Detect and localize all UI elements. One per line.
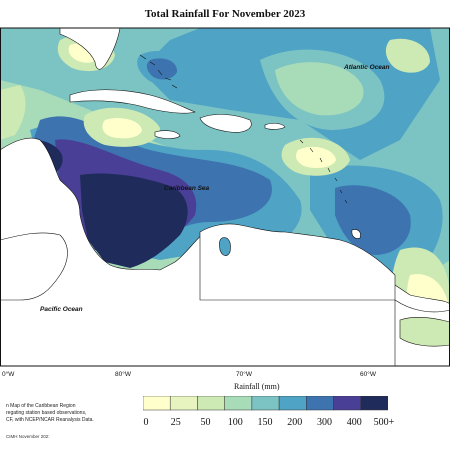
colorbar-swatch	[278, 396, 307, 411]
longitude-label-0: 0°W	[2, 371, 15, 378]
colorbar-tick-label: 25	[170, 417, 181, 428]
description-line-1: n Map of the Caribbean Region	[6, 403, 76, 409]
land-cuba	[69, 89, 196, 114]
colorbar-swatch	[143, 396, 171, 411]
colorbar-tick-label: 500+	[373, 417, 395, 428]
colorbar-tick-label: 300	[317, 417, 332, 428]
credit-text: CIMH November 202:	[6, 434, 50, 439]
rainfall-300-small	[146, 58, 178, 80]
colorbar-tick-label: 400	[346, 417, 362, 428]
colorbar-tick-label: 100	[227, 417, 243, 428]
rainfall-100-east	[275, 62, 364, 116]
land-trinidad	[351, 229, 361, 239]
colorbar-swatch	[333, 396, 362, 411]
land-south-america-west	[0, 232, 68, 301]
colorbar-tick-label: 150	[257, 417, 273, 428]
colorbar	[143, 396, 388, 411]
rainfall-low-ne	[385, 38, 430, 73]
longitude-label-80w: 80°W	[115, 371, 131, 378]
rainfall-min-center	[102, 118, 142, 139]
rainfall-low-west	[0, 85, 26, 140]
land-bahamas	[139, 54, 178, 89]
colorbar-swatch	[251, 396, 280, 411]
colorbar-swatch	[306, 396, 334, 411]
land-lake-maracaibo	[219, 237, 231, 256]
longitude-label-60w: 60°W	[360, 371, 376, 378]
rainfall-500-caribbean	[80, 173, 188, 268]
rainfall-min-east	[296, 146, 336, 168]
colorbar-tick-label: 200	[287, 417, 303, 428]
longitude-label-70w: 70°W	[236, 371, 252, 378]
map-title: Total Rainfall For November 2023	[144, 8, 306, 20]
caribbean-sea-label: Caribbean Sea	[164, 185, 210, 192]
pacific-ocean-label: Pacific Ocean	[40, 306, 83, 313]
colorbar-tick-label: 50	[200, 417, 211, 428]
colorbar-title: Rainfall (mm)	[234, 382, 280, 391]
land-puerto-rico	[264, 122, 286, 130]
land-florida	[59, 28, 121, 70]
colorbar-swatch	[197, 396, 225, 411]
atlantic-ocean-label: Atlantic Ocean	[344, 64, 390, 71]
description-line-2: regating station based observations,	[6, 410, 87, 416]
colorbar-swatch	[360, 396, 388, 411]
land-hispaniola	[199, 114, 252, 133]
land-venezuela-coast	[199, 223, 396, 301]
land-lesser-antilles	[299, 139, 348, 204]
colorbar-swatch	[169, 396, 198, 411]
land-se-inner	[399, 317, 450, 347]
description-line-3: CF, with NCEP/NCAR Reanalysis Data.	[6, 417, 94, 423]
colorbar-swatch	[224, 396, 253, 411]
land-jamaica	[154, 130, 181, 139]
colorbar-tick-label: 0	[143, 417, 149, 428]
